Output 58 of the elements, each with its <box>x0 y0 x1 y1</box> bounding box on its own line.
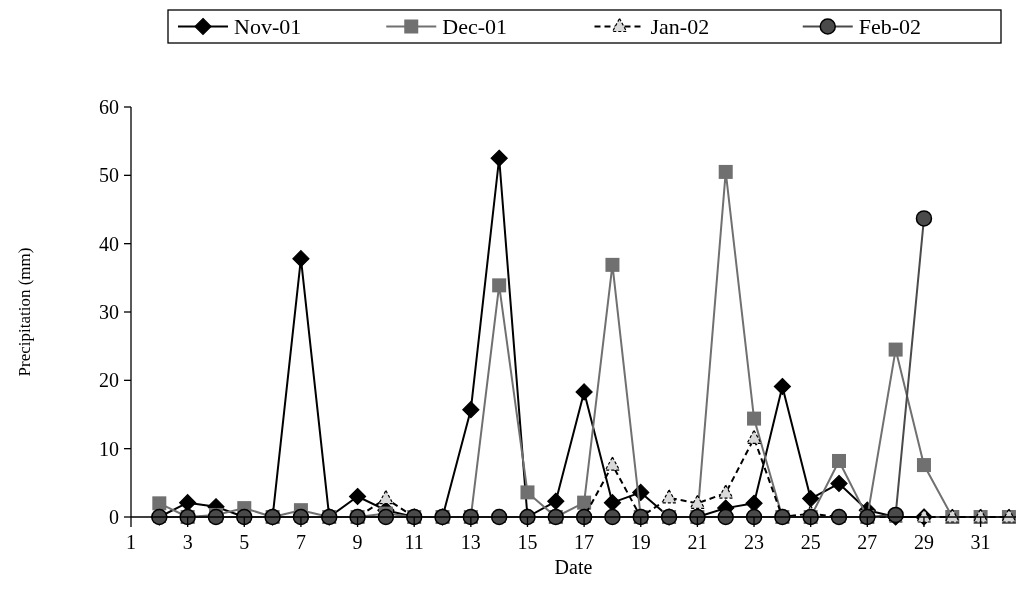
point <box>746 429 762 445</box>
point <box>577 495 592 510</box>
y-tick-label: 40 <box>99 232 119 255</box>
x-tick-label: 31 <box>970 531 991 553</box>
point <box>916 458 931 473</box>
point <box>830 474 848 493</box>
x-tick-label: 25 <box>800 531 821 553</box>
point <box>689 494 705 509</box>
point <box>605 257 620 272</box>
y-tick-label: 60 <box>99 96 119 118</box>
x-tick-label: 9 <box>352 531 363 553</box>
legend-label: Feb-02 <box>858 14 922 40</box>
point <box>802 489 820 508</box>
point <box>152 496 167 511</box>
x-tick-label: 5 <box>239 531 250 553</box>
x-tick-label: 15 <box>517 531 538 553</box>
x-tick-label: 27 <box>857 531 878 553</box>
point <box>718 164 733 179</box>
point <box>462 401 480 419</box>
point <box>745 494 763 512</box>
x-tick-label: 7 <box>295 531 306 553</box>
point <box>547 492 565 510</box>
y-tick-label: 30 <box>99 301 119 323</box>
y-axis-title: Precipitation (mm) <box>15 247 34 377</box>
point <box>773 377 791 396</box>
x-tick-label: 23 <box>744 531 765 553</box>
x-axis-title: Date <box>554 556 593 578</box>
x-tick-label: 3 <box>182 531 193 553</box>
legend-label: Dec-01 <box>442 14 507 40</box>
point <box>490 149 508 167</box>
point <box>604 456 621 471</box>
point <box>492 278 507 293</box>
point <box>292 250 310 268</box>
y-tick-label: 20 <box>99 369 119 392</box>
x-tick-label: 19 <box>630 531 651 553</box>
legend-label: Jan-02 <box>650 14 710 40</box>
point <box>661 489 677 504</box>
x-tick-label: 11 <box>404 531 424 553</box>
x-tick-label: 29 <box>913 531 934 553</box>
x-tick-label: 1 <box>126 531 136 553</box>
y-tick-label: 50 <box>99 164 119 187</box>
y-tick-label: 10 <box>99 437 119 460</box>
point <box>747 411 762 426</box>
x-tick-label: 21 <box>687 531 708 553</box>
point <box>888 342 903 357</box>
point <box>915 210 933 227</box>
point <box>348 487 367 506</box>
point <box>718 484 734 499</box>
y-tick-label: 0 <box>109 506 119 528</box>
point <box>832 453 846 468</box>
legend-label: Nov-01 <box>234 14 302 40</box>
point <box>575 383 593 401</box>
point <box>179 494 197 512</box>
x-tick-label: 17 <box>574 531 595 553</box>
point <box>603 494 622 512</box>
point <box>378 489 394 505</box>
point <box>520 485 535 500</box>
x-tick-label: 13 <box>460 531 481 553</box>
